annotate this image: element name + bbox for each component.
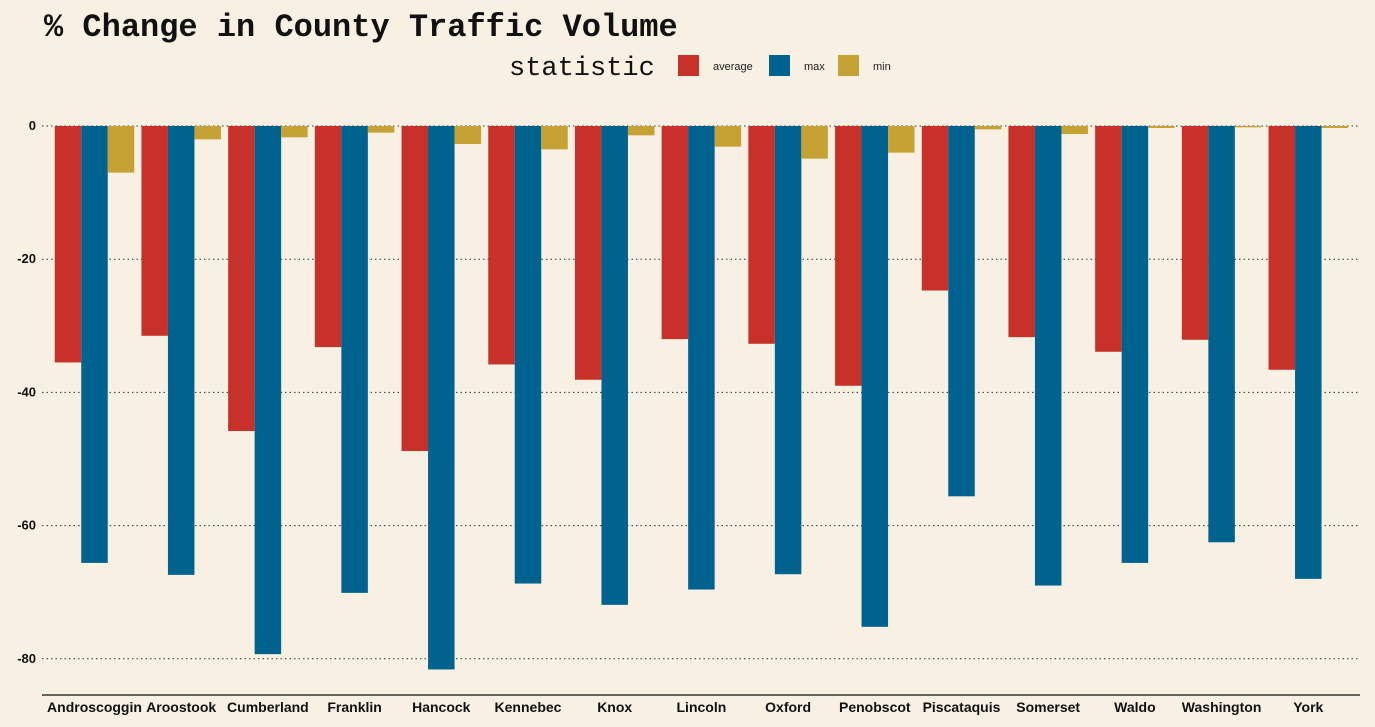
- bar-min: [541, 126, 568, 150]
- bar-max: [1295, 126, 1322, 579]
- legend-key-average: [678, 55, 699, 76]
- x-tick-label: Franklin: [327, 699, 381, 715]
- x-tick-label: Oxford: [765, 699, 811, 715]
- bar-max: [948, 126, 975, 497]
- legend-key-min: [838, 55, 859, 76]
- y-tick-label: -40: [17, 384, 36, 399]
- x-tick-label: Lincoln: [677, 699, 727, 715]
- x-tick-label: Penobscot: [839, 699, 911, 715]
- x-tick-label: Aroostook: [146, 699, 216, 715]
- bar-min: [714, 126, 742, 147]
- x-tick-label: Kennebec: [495, 699, 562, 715]
- bar-max: [601, 126, 628, 605]
- x-tick-label: Hancock: [412, 699, 471, 715]
- x-tick-label: York: [1293, 699, 1323, 715]
- bar-max: [861, 126, 889, 627]
- bar-min: [888, 126, 915, 153]
- bar-average: [574, 126, 602, 380]
- legend-key-max: [769, 55, 790, 76]
- bar-average: [921, 126, 949, 291]
- x-tick-label: Waldo: [1114, 699, 1155, 715]
- bar-max: [514, 126, 542, 584]
- x-tick-label: Cumberland: [227, 699, 309, 715]
- bar-min: [1321, 126, 1349, 128]
- bar-max: [167, 126, 195, 575]
- bar-max: [341, 126, 368, 593]
- bars: [54, 126, 1349, 670]
- bar-max: [254, 126, 282, 655]
- x-tick-label: Somerset: [1016, 699, 1080, 715]
- y-tick-label: 0: [29, 118, 36, 133]
- bar-average: [488, 126, 515, 365]
- bar-min: [367, 126, 395, 133]
- legend-title: statistic: [509, 54, 655, 84]
- bar-max: [1208, 126, 1235, 543]
- x-tick-label: Knox: [597, 699, 632, 715]
- x-axis: Androscoggin Aroostook Cumberland Franklin H…: [47, 699, 1323, 715]
- bar-average: [1008, 126, 1035, 338]
- bar-min: [1061, 126, 1088, 134]
- legend-label: max: [804, 61, 825, 73]
- legend-label: min: [873, 61, 891, 73]
- legend-label: average: [713, 61, 753, 73]
- bar-max: [1121, 126, 1149, 563]
- bar-average: [1268, 126, 1296, 370]
- bar-average: [661, 126, 689, 340]
- bar-average: [401, 126, 429, 452]
- legend: average max min: [678, 55, 891, 76]
- bar-average: [314, 126, 342, 348]
- bar-average: [141, 126, 168, 336]
- y-axis: 0 -20 -40 -60 -80: [17, 118, 36, 666]
- bar-average: [748, 126, 775, 344]
- y-tick-label: -20: [17, 251, 36, 266]
- bar-min: [1234, 126, 1262, 128]
- chart-title: % Change in County Traffic Volume: [44, 9, 678, 46]
- bar-max: [774, 126, 802, 575]
- bar-average: [228, 126, 255, 432]
- bar-min: [974, 126, 1002, 130]
- x-tick-label: Androscoggin: [47, 699, 142, 715]
- y-tick-label: -80: [17, 651, 36, 666]
- bar-max: [428, 126, 455, 670]
- x-tick-label: Piscataquis: [923, 699, 1001, 715]
- bar-average: [1181, 126, 1209, 340]
- bar-max: [1034, 126, 1062, 586]
- bar-min: [454, 126, 482, 144]
- bar-min: [281, 126, 308, 138]
- bar-average: [54, 126, 82, 363]
- bar-max: [688, 126, 715, 590]
- bar-max: [81, 126, 108, 563]
- bar-min: [194, 126, 221, 140]
- bar-min: [801, 126, 828, 159]
- x-tick-label: Washington: [1182, 699, 1262, 715]
- bar-min: [107, 126, 135, 173]
- bar-min: [1148, 126, 1175, 128]
- y-tick-label: -60: [17, 518, 36, 533]
- bar-average: [1095, 126, 1122, 352]
- bar-min: [627, 126, 655, 136]
- bar-average: [835, 126, 862, 386]
